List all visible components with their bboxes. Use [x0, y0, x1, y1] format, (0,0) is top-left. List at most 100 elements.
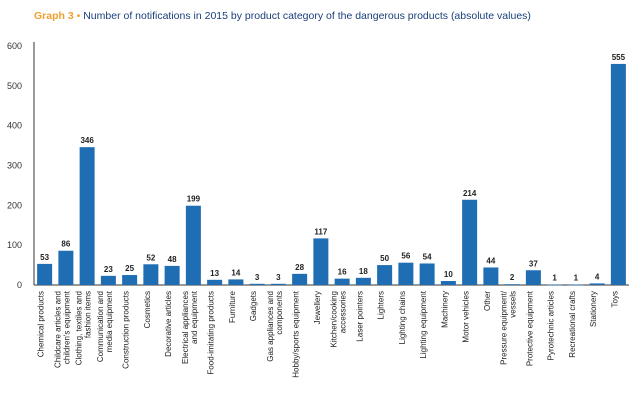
chart-title-label: Graph 3	[34, 10, 74, 22]
category-label-line: Gas appliances and	[266, 291, 275, 362]
bar	[547, 284, 563, 286]
category-label-line: Lighting equipment	[419, 290, 428, 358]
bar	[483, 267, 499, 285]
category-label-line: Electrical appliances	[181, 291, 190, 364]
category-label-line: Lighters	[377, 291, 386, 319]
category-label-line: components	[275, 291, 284, 335]
category-label: Clothing, textiles andfashion items	[75, 291, 93, 365]
category-label-line: vessels	[509, 291, 518, 318]
y-tick-label: 600	[7, 41, 22, 51]
category-label: Kitchen/cookingaccessories	[330, 291, 348, 347]
category-label: Protective equipment	[525, 290, 534, 366]
category-label-line: Pressure equipment/	[500, 290, 509, 365]
category-label: Gadgets	[249, 291, 258, 321]
bar	[440, 281, 456, 285]
bar	[610, 63, 626, 285]
category-label: Chemical products	[37, 291, 46, 357]
category-label: Stationery	[589, 291, 598, 327]
value-label: 214	[463, 189, 477, 198]
category-label: Jewellery	[313, 291, 322, 324]
bar	[185, 205, 201, 285]
value-label: 199	[187, 195, 201, 204]
category-label-line: Chemical products	[37, 291, 46, 357]
category-label-line: Pyrotechnic articles	[547, 291, 556, 360]
category-label: Motor vehicles	[462, 291, 471, 343]
bar	[58, 250, 74, 285]
bar	[143, 264, 159, 285]
category-label-line: and equipment	[190, 290, 199, 344]
bar	[568, 284, 584, 286]
category-label: Laser pointers	[355, 291, 364, 342]
value-label: 16	[338, 268, 347, 277]
category-label-line: Decorative articles	[164, 291, 173, 357]
category-label: Other	[483, 291, 492, 311]
category-label: Cosmetics	[143, 291, 152, 328]
category-label-line: Motor vehicles	[462, 291, 471, 343]
value-label: 14	[231, 268, 240, 277]
category-label-line: Other	[483, 291, 492, 311]
value-label: 2	[510, 273, 515, 282]
category-label: Pyrotechnic articles	[547, 291, 556, 360]
value-label: 1	[552, 274, 557, 283]
y-tick-label: 100	[7, 240, 22, 250]
category-label-line: Food-imitating products	[207, 291, 216, 375]
bar	[207, 279, 223, 285]
y-tick-label: 200	[7, 200, 22, 210]
y-tick-label: 300	[7, 161, 22, 171]
chart-title-text: Number of notifications in 2015 by produ…	[83, 10, 531, 22]
category-label-line: Cosmetics	[143, 291, 152, 328]
category-label-line: media equipment	[105, 290, 114, 352]
category-label-line: Kitchen/cooking	[330, 291, 339, 347]
value-label: 346	[80, 136, 94, 145]
category-label: Furniture	[228, 290, 237, 323]
category-label: Electrical appliancesand equipment	[181, 290, 199, 364]
bar	[419, 263, 435, 285]
bar	[164, 265, 180, 285]
bar	[398, 262, 414, 285]
bar	[462, 199, 478, 285]
bar	[334, 278, 350, 285]
value-label: 3	[255, 273, 260, 282]
bar	[79, 147, 95, 285]
category-label-line: Clothing, textiles and	[75, 291, 84, 365]
category-label-line: Furniture	[228, 290, 237, 323]
y-tick-label: 400	[7, 121, 22, 131]
bar	[355, 277, 371, 285]
value-label: 117	[314, 227, 327, 236]
category-label-line: Laser pointers	[355, 291, 364, 342]
value-label: 54	[423, 252, 432, 261]
category-label-line: children's equipment	[62, 290, 71, 364]
category-label: Childcare articles andchildren's equipme…	[53, 290, 71, 368]
category-label: Decorative articles	[164, 291, 173, 357]
category-label: Recreational crafts	[568, 291, 577, 358]
category-label-line: Lighting chains	[398, 291, 407, 344]
value-label: 18	[359, 267, 368, 276]
bar	[228, 279, 244, 285]
category-label-line: Toys	[610, 291, 619, 307]
category-label: Construction products	[122, 291, 131, 369]
category-label-line: accessories	[339, 291, 348, 333]
bar	[249, 283, 265, 285]
value-label: 37	[529, 259, 538, 268]
chart-title: Graph 3 • Number of notifications in 201…	[34, 10, 531, 22]
bar	[292, 273, 308, 285]
category-label-line: fashion items	[84, 291, 93, 338]
category-label-line: Recreational crafts	[568, 291, 577, 358]
value-label: 23	[104, 265, 113, 274]
category-label: Machinery	[440, 291, 449, 328]
value-label: 25	[125, 264, 134, 273]
category-label: Pressure equipment/vessels	[500, 290, 518, 365]
category-label: Communication andmedia equipment	[96, 290, 114, 362]
value-label: 10	[444, 270, 453, 279]
value-label: 50	[380, 254, 389, 263]
category-label-line: Construction products	[122, 291, 131, 369]
value-label: 52	[146, 253, 155, 262]
category-label-line: Protective equipment	[525, 290, 534, 366]
value-label: 48	[168, 255, 177, 264]
bar	[270, 283, 286, 285]
bar	[122, 275, 138, 285]
category-label-line: Machinery	[440, 291, 449, 328]
category-label-line: Stationery	[589, 291, 598, 327]
value-label: 4	[595, 272, 600, 281]
